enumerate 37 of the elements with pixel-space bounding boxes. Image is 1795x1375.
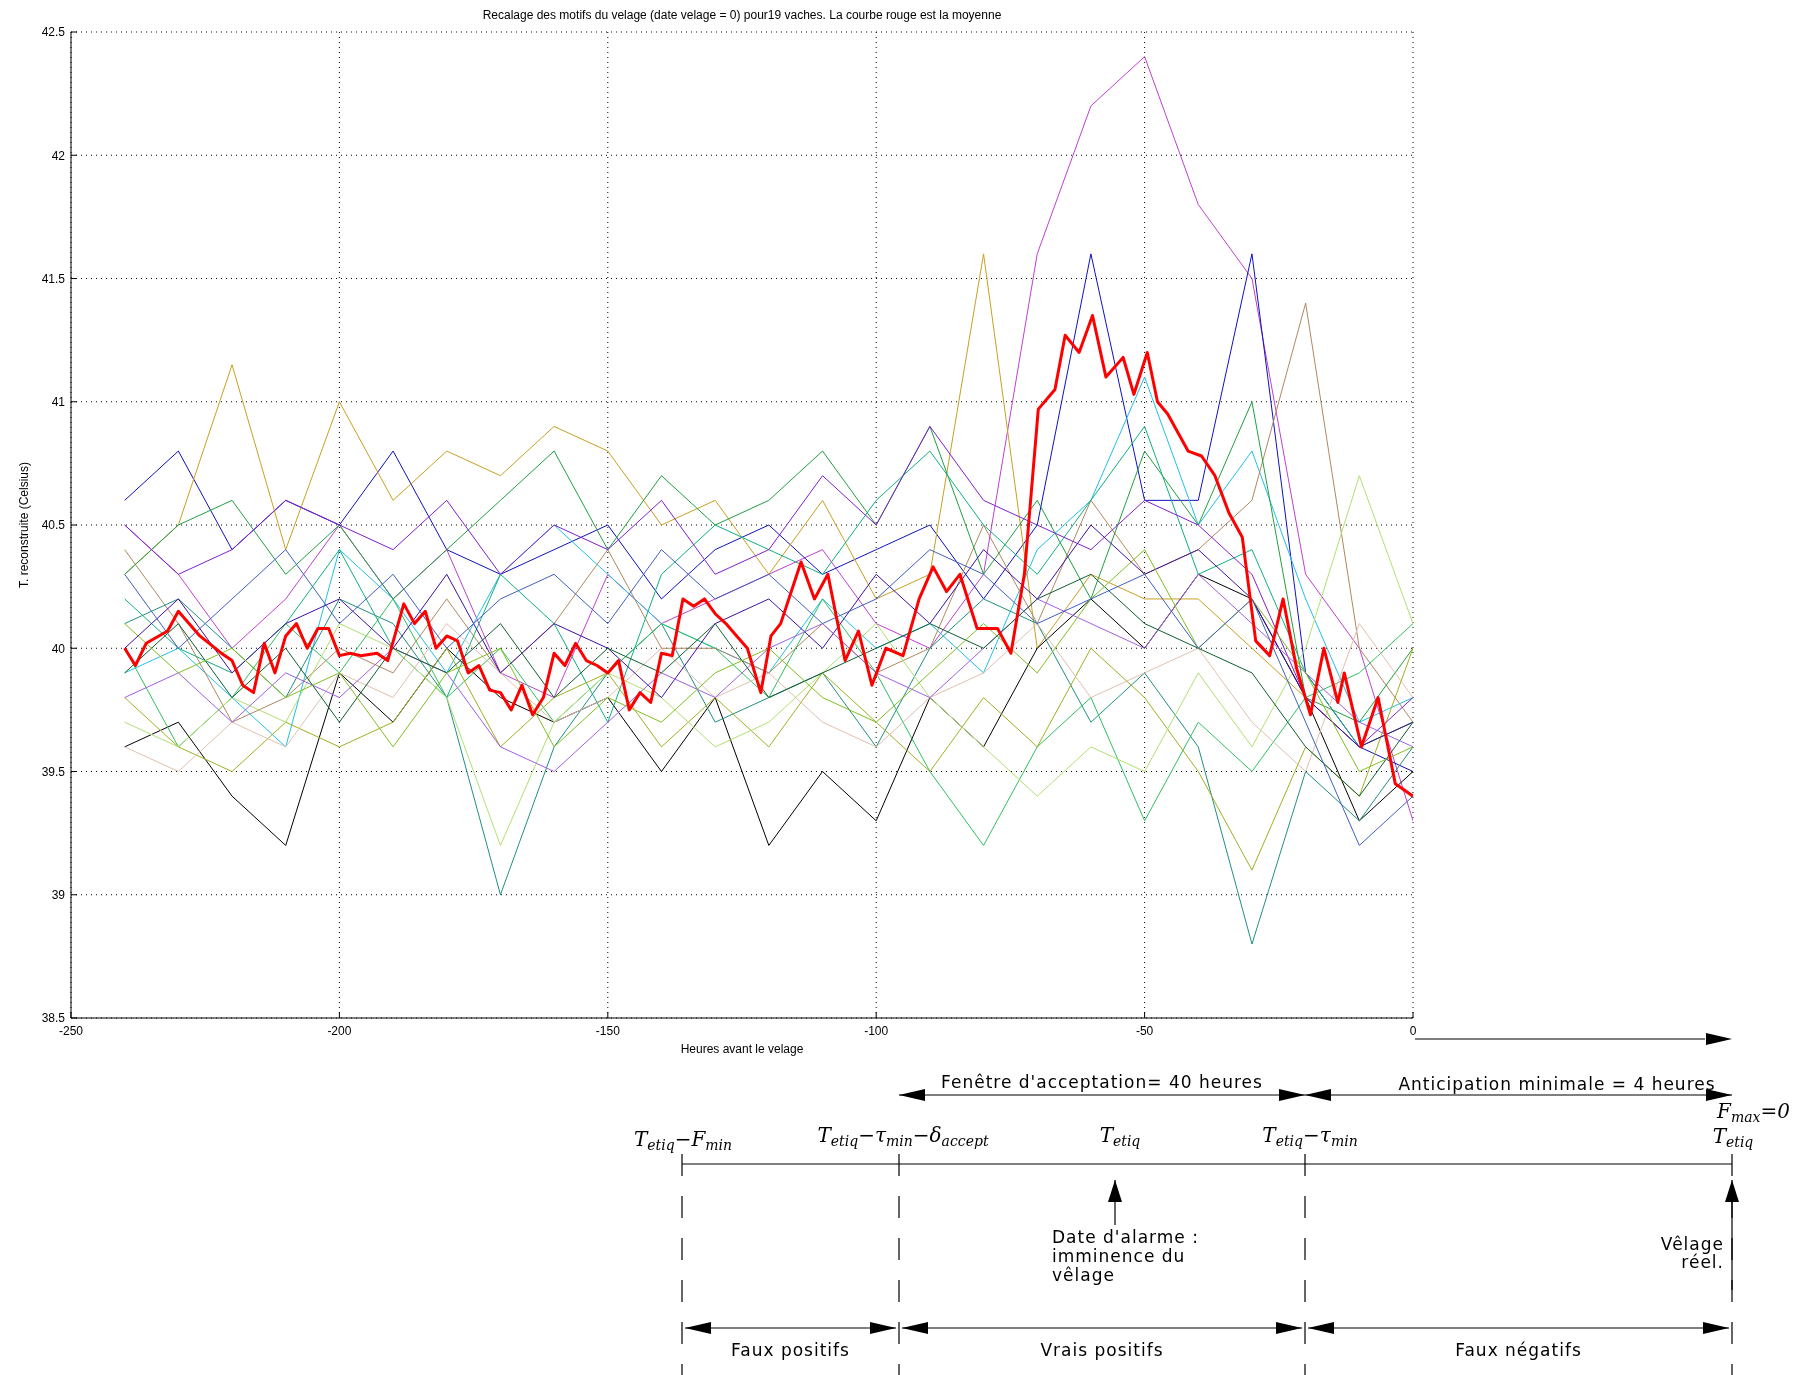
y-tick-label: 38.5 (41, 1011, 66, 1026)
text: Vrais positifs (1040, 1340, 1164, 1360)
text: Date d'alarme : imminence du vêlage (1052, 1227, 1199, 1285)
text: Fenêtre d'acceptation= 40 heures (941, 1072, 1263, 1092)
x-tick-label: -150 (595, 1023, 621, 1038)
line-series (123, 313, 1413, 798)
line-series (124, 598, 1413, 945)
text: Faux négatifs (1455, 1340, 1582, 1360)
line-series (124, 647, 1413, 871)
line-series (124, 623, 1413, 772)
y-axis-title: T. reconstruite (Celsius) (17, 461, 31, 589)
x-tick-label: -100 (864, 1023, 889, 1038)
x-axis-title: Heures avant le velage (679, 1042, 805, 1056)
text: T$_{etiq}$−τ$_{min}$ (1262, 1123, 1358, 1150)
text: T$_{etiq}$ (1099, 1123, 1141, 1150)
line-series (124, 475, 1413, 846)
y-tick-label: 42 (51, 148, 66, 163)
y-tick-label: 41 (51, 395, 66, 410)
chart-title: Recalage des motifs du velage (date velage = 0) pour19 vaches. La courbe rouge est la moyenne (481, 8, 1003, 22)
x-tick-label: 0 (1409, 1023, 1417, 1038)
text: F$_{max}$=0 (1716, 1099, 1791, 1126)
x-tick-label: -50 (1135, 1023, 1154, 1038)
text: Faux positifs (731, 1340, 850, 1360)
text: T$_{etiq}$ (1712, 1124, 1754, 1151)
y-tick-label: 39 (51, 888, 66, 903)
text: T$_{etiq}$−τ$_{min}$−δ$_{accept}$ (817, 1123, 989, 1150)
text: T$_{etiq}$−F$_{min}$ (633, 1127, 733, 1154)
y-tick-label: 40.5 (41, 518, 66, 533)
y-tick-label: 39.5 (41, 764, 66, 779)
text: Vêlage réel. (1660, 1234, 1724, 1272)
x-tick-label: -200 (327, 1023, 352, 1038)
line-series (124, 524, 1413, 748)
y-tick-label: 42.5 (41, 25, 66, 40)
y-tick-label: 40 (51, 641, 66, 656)
text: Anticipation minimale = 4 heures (1398, 1074, 1716, 1094)
x-tick-label: -250 (58, 1023, 84, 1038)
y-tick-label: 41.5 (41, 271, 66, 286)
